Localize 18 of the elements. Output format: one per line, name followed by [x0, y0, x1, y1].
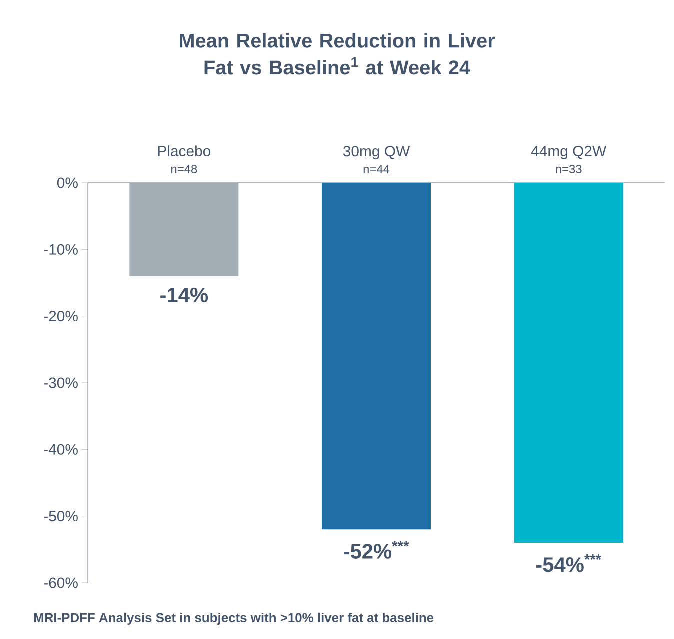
data-label: -14%	[160, 288, 208, 303]
x-tick-label: 44mg Q2W	[531, 146, 607, 160]
data-label: -52%$^{***}$	[344, 541, 410, 559]
y-tick-label: -60%	[44, 578, 78, 588]
text: n=48	[172, 165, 198, 174]
y-tick-label: -40%	[44, 444, 78, 455]
x-tick-label: Placebo	[158, 146, 211, 157]
data-label: -54%$^{***}$	[536, 554, 602, 572]
text: n=33	[556, 165, 582, 174]
y-tick-label: -50%	[44, 511, 78, 522]
text: MRI-PDFF Analysis Set in subjects with >10% liver fat at baseline	[34, 612, 434, 626]
text: n=44	[364, 165, 390, 174]
y-tick-label: -30%	[44, 378, 78, 388]
y-tick-label: -10%	[44, 244, 78, 255]
x-tick-label: 30mg QW	[343, 146, 410, 160]
y-tick-label: -20%	[44, 311, 78, 322]
chart-title: Mean Relative Reduction in Liver Fat vs Baseline$^{1}$ at Week 24	[180, 33, 496, 75]
y-tick-label: 0%	[57, 178, 78, 188]
